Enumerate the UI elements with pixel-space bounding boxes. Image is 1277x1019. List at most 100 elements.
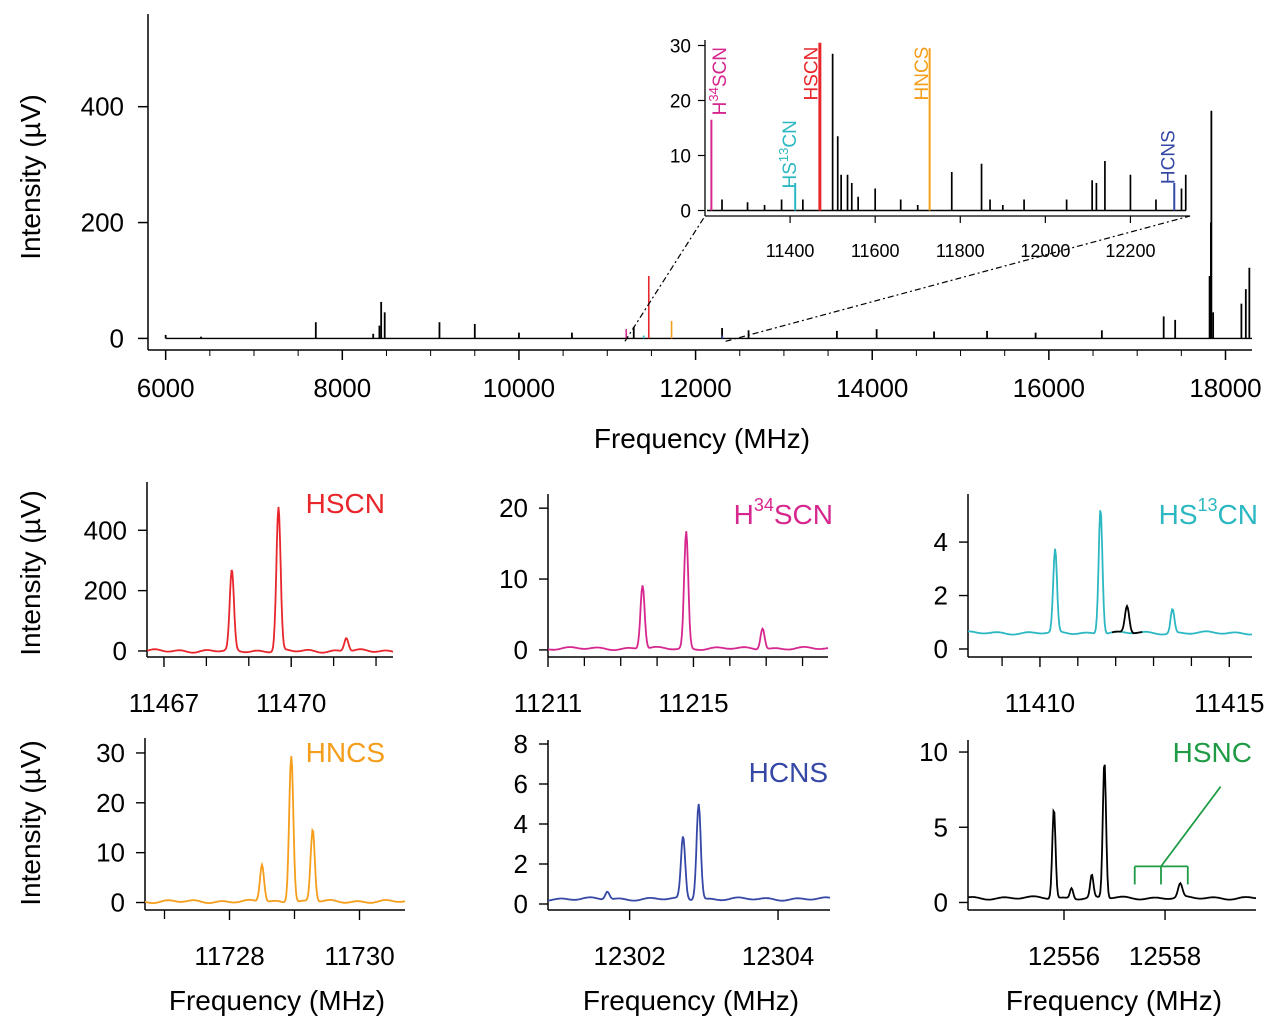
inset-zoom-guides — [624, 215, 1191, 342]
panel-x-tick-label: 11410 — [1005, 688, 1075, 718]
label-part: H — [710, 102, 731, 116]
spectrum-trace — [967, 764, 1257, 901]
panel-y-tick-label: 0 — [514, 635, 528, 665]
y-tick-label: 200 — [81, 208, 124, 238]
panel-y-tick-label: 30 — [96, 738, 125, 768]
inset-species-label: HCNS — [1159, 130, 1180, 184]
spectrum-trace — [547, 531, 829, 651]
label-part: HCNS — [1159, 130, 1180, 184]
assignment-bracket-pointer — [1160, 786, 1222, 867]
panel-y-tick-label: 200 — [84, 576, 127, 606]
spectrum-trace — [548, 803, 831, 902]
panel-y-tick-label: 400 — [84, 515, 127, 545]
panel-y-tick-label: 2 — [934, 581, 948, 611]
y-tick-label: 400 — [81, 92, 124, 122]
panel-y-tick-label: 0 — [111, 888, 125, 918]
zoom-guide-right — [725, 215, 1191, 342]
inset-background — [645, 20, 1210, 276]
label-part: HS — [780, 162, 801, 188]
title-part: HCNS — [749, 757, 828, 788]
panel-title: HNCS — [306, 737, 385, 768]
label-part: HSCN — [801, 47, 822, 101]
panel-y-tick-label: 20 — [499, 493, 528, 523]
inset-x-tick-label: 11600 — [851, 241, 900, 261]
panel-y-tick-label: 0 — [514, 889, 528, 919]
inset-x-tick-label: 11800 — [936, 241, 985, 261]
hsnc-panel: 0 5 10 12556 12558 HSNC Frequency (MHz) — [919, 737, 1257, 1016]
x-tick-label: 8000 — [313, 373, 371, 403]
label-part: CN — [780, 120, 801, 147]
title-part: HS — [1159, 499, 1198, 530]
panel-y-tick-label: 6 — [514, 769, 528, 799]
panel-title: HCNS — [749, 757, 828, 788]
inset-y-tick-label: 20 — [670, 92, 691, 113]
spectrum-trace — [144, 756, 406, 904]
panel-x-tick-label: 12558 — [1129, 941, 1201, 971]
panel-title: HS13CN — [1159, 495, 1258, 530]
hcns-panel: 0 2 4 6 8 12302 12304 HCNS Frequency (MHz) — [514, 729, 831, 1016]
x-tick-label: 18000 — [1189, 373, 1261, 403]
panel-x-tick-label: 11467 — [129, 688, 199, 718]
inset-y-tick-label: 10 — [670, 147, 691, 168]
zoom-guide-left — [624, 215, 706, 342]
title-part: HSNC — [1173, 737, 1252, 768]
inset-x-tick-label: 12200 — [1105, 241, 1155, 261]
panel-y-tick-label: 4 — [934, 527, 948, 557]
main-x-axis-title: Frequency (MHz) — [594, 423, 810, 454]
x-tick-label: 10000 — [483, 373, 555, 403]
x-tick-label: 14000 — [836, 373, 908, 403]
panel-y-tick-label: 10 — [96, 838, 125, 868]
inset-x-tick-label: 12000 — [1020, 241, 1070, 261]
inset-y-tick-label: 0 — [680, 202, 691, 223]
panel-x-tick-label: 11728 — [194, 941, 264, 971]
title-part: SCN — [774, 499, 833, 530]
x-tick-label: 12000 — [659, 373, 731, 403]
panel-x-tick-label: 12302 — [593, 941, 665, 971]
label-superscript: 34 — [706, 87, 721, 101]
inset-species-label: HS13CN — [776, 120, 801, 188]
inset-species-label: H34SCN — [706, 47, 731, 115]
panel-y-tick-label: 10 — [499, 564, 528, 594]
title-part: HSCN — [306, 488, 385, 519]
hscn-panel: 0 200 400 11467 11470 HSCN — [84, 482, 394, 718]
label-part: HNCS — [912, 47, 933, 101]
y-tick-label: 0 — [110, 323, 124, 353]
panel-x-tick-label: 12304 — [742, 941, 814, 971]
inset-y-tick-label: 30 — [670, 37, 691, 58]
panel-title: HSNC — [1173, 737, 1252, 768]
panel-y-tick-label: 0 — [934, 887, 948, 917]
panel-x-tick-label: 11470 — [256, 688, 326, 718]
panel-y-tick-label: 0 — [934, 634, 948, 664]
panel-x-tick-label: 11415 — [1194, 688, 1264, 718]
lower-panels-y-axis-title: Intensity (µV) — [15, 740, 46, 906]
title-part: HNCS — [306, 737, 385, 768]
panel-title: HSCN — [306, 488, 385, 519]
panel-x-tick-label: 11730 — [324, 941, 394, 971]
hncs-panel: 0 10 20 30 11728 11730 HNCS Frequency (MHz) — [96, 737, 406, 1016]
panel-x-axis-title: Frequency (MHz) — [169, 985, 385, 1016]
panel-title: H34SCN — [734, 495, 833, 530]
inset-species-label: HSCN — [801, 47, 822, 101]
spectrum-trace — [146, 506, 394, 654]
title-superscript: 13 — [1198, 495, 1218, 515]
panel-y-tick-label: 10 — [919, 737, 948, 767]
title-part: H — [734, 499, 754, 530]
title-part: CN — [1218, 499, 1258, 530]
upper-panels-y-axis-title: Intensity (µV) — [15, 490, 46, 656]
spectrum-trace — [968, 510, 1252, 636]
h34scn-panel: 0 10 20 11211 11215 H34SCN — [499, 493, 833, 718]
x-tick-label: 16000 — [1013, 373, 1085, 403]
panel-y-tick-label: 5 — [934, 812, 948, 842]
inset-spectrum-plot: 0 10 20 30 11400 11600 11800 12000 12200 H34SCN HS… — [645, 20, 1210, 276]
inset-species-label: HNCS — [912, 47, 933, 101]
panel-y-tick-label: 0 — [113, 636, 127, 666]
panel-y-tick-label: 8 — [514, 729, 528, 759]
inset-x-tick-label: 11400 — [766, 241, 815, 261]
label-superscript: 13 — [776, 148, 791, 162]
panel-x-axis-title: Frequency (MHz) — [583, 985, 799, 1016]
panel-x-tick-label: 11215 — [658, 688, 728, 718]
x-tick-label: 6000 — [137, 373, 195, 403]
panel-y-tick-label: 2 — [514, 849, 528, 879]
panel-x-tick-label: 11211 — [514, 688, 582, 718]
